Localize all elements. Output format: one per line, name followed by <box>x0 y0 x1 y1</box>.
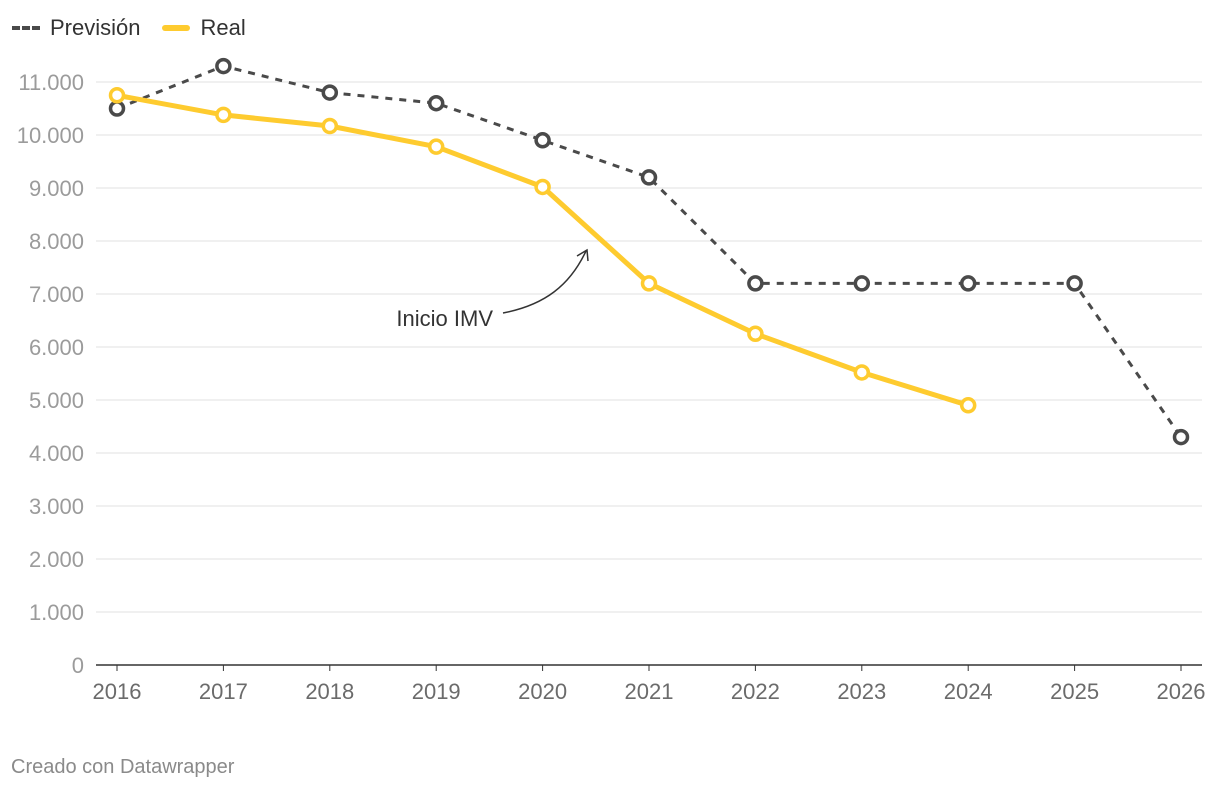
data-point-real[interactable] <box>321 117 339 135</box>
series <box>108 57 1190 446</box>
legend-label-real: Real <box>200 15 246 40</box>
y-tick-label: 0 <box>72 653 84 678</box>
x-tick-label: 2016 <box>93 679 142 704</box>
x-tick-label: 2018 <box>305 679 354 704</box>
x-tick-label: 2019 <box>412 679 461 704</box>
x-tick-label: 2021 <box>625 679 674 704</box>
y-tick-label: 3.000 <box>29 494 84 519</box>
data-point-prevision[interactable] <box>959 275 977 292</box>
y-tick-label: 8.000 <box>29 229 84 254</box>
x-tick-label: 2022 <box>731 679 780 704</box>
data-point-prevision[interactable] <box>1066 275 1083 292</box>
annotation-inicio-imv: Inicio IMV <box>396 306 493 331</box>
series-line-prevision <box>116 64 1183 438</box>
data-point-real[interactable] <box>747 325 764 342</box>
legend-swatch-forecast <box>12 26 40 30</box>
legend-swatch-real <box>162 25 191 31</box>
data-point-prevision[interactable] <box>427 94 445 112</box>
annotation-arrowhead <box>576 248 589 262</box>
grid <box>96 81 1202 613</box>
x-tick-label: 2017 <box>199 679 248 704</box>
y-tick-label: 11.000 <box>18 70 84 95</box>
y-tick-label: 9.000 <box>29 176 84 201</box>
y-tick-label: 7.000 <box>29 282 84 307</box>
x-tick-label: 2020 <box>518 679 567 704</box>
data-point-prevision[interactable] <box>215 57 232 75</box>
legend: Previsión Real <box>12 12 246 44</box>
x-tick-label: 2025 <box>1050 679 1099 704</box>
axes: 0 1.000 2.000 3.000 4.000 5.000 6.000 7.000 8.00… <box>17 70 1206 704</box>
data-point-real[interactable] <box>853 364 871 381</box>
y-tick-label: 6.000 <box>29 335 84 360</box>
data-point-prevision[interactable] <box>853 275 871 292</box>
data-point-real[interactable] <box>534 178 551 196</box>
y-tick-label: 1.000 <box>29 600 84 625</box>
x-tick-label: 2023 <box>837 679 886 704</box>
data-point-prevision[interactable] <box>108 100 126 117</box>
annotation-arrow <box>502 250 587 314</box>
legend-item-real[interactable]: Real <box>162 15 246 41</box>
data-point-prevision[interactable] <box>640 169 658 186</box>
legend-label-forecast: Previsión <box>50 15 141 40</box>
y-tick-label: 2.000 <box>29 547 84 572</box>
data-point-real[interactable] <box>427 138 445 155</box>
data-point-prevision[interactable] <box>747 275 764 292</box>
source-credit: Creado con Datawrapper <box>11 756 235 778</box>
y-tick-label: 4.000 <box>29 441 84 466</box>
y-tick-label: 10.000 <box>17 123 84 148</box>
legend-item-forecast[interactable]: Previsión <box>12 15 140 41</box>
y-tick-label: 5.000 <box>29 388 84 413</box>
x-tick-label: 2024 <box>944 679 993 704</box>
data-point-real[interactable] <box>215 106 232 124</box>
data-point-real[interactable] <box>640 275 658 292</box>
data-point-prevision[interactable] <box>534 132 551 149</box>
data-point-prevision[interactable] <box>1172 428 1190 446</box>
data-point-real[interactable] <box>108 87 126 104</box>
data-point-prevision[interactable] <box>321 84 339 101</box>
x-tick-label: 2026 <box>1157 679 1206 704</box>
annotations: Inicio IMV <box>396 248 589 331</box>
data-point-real[interactable] <box>959 397 977 414</box>
